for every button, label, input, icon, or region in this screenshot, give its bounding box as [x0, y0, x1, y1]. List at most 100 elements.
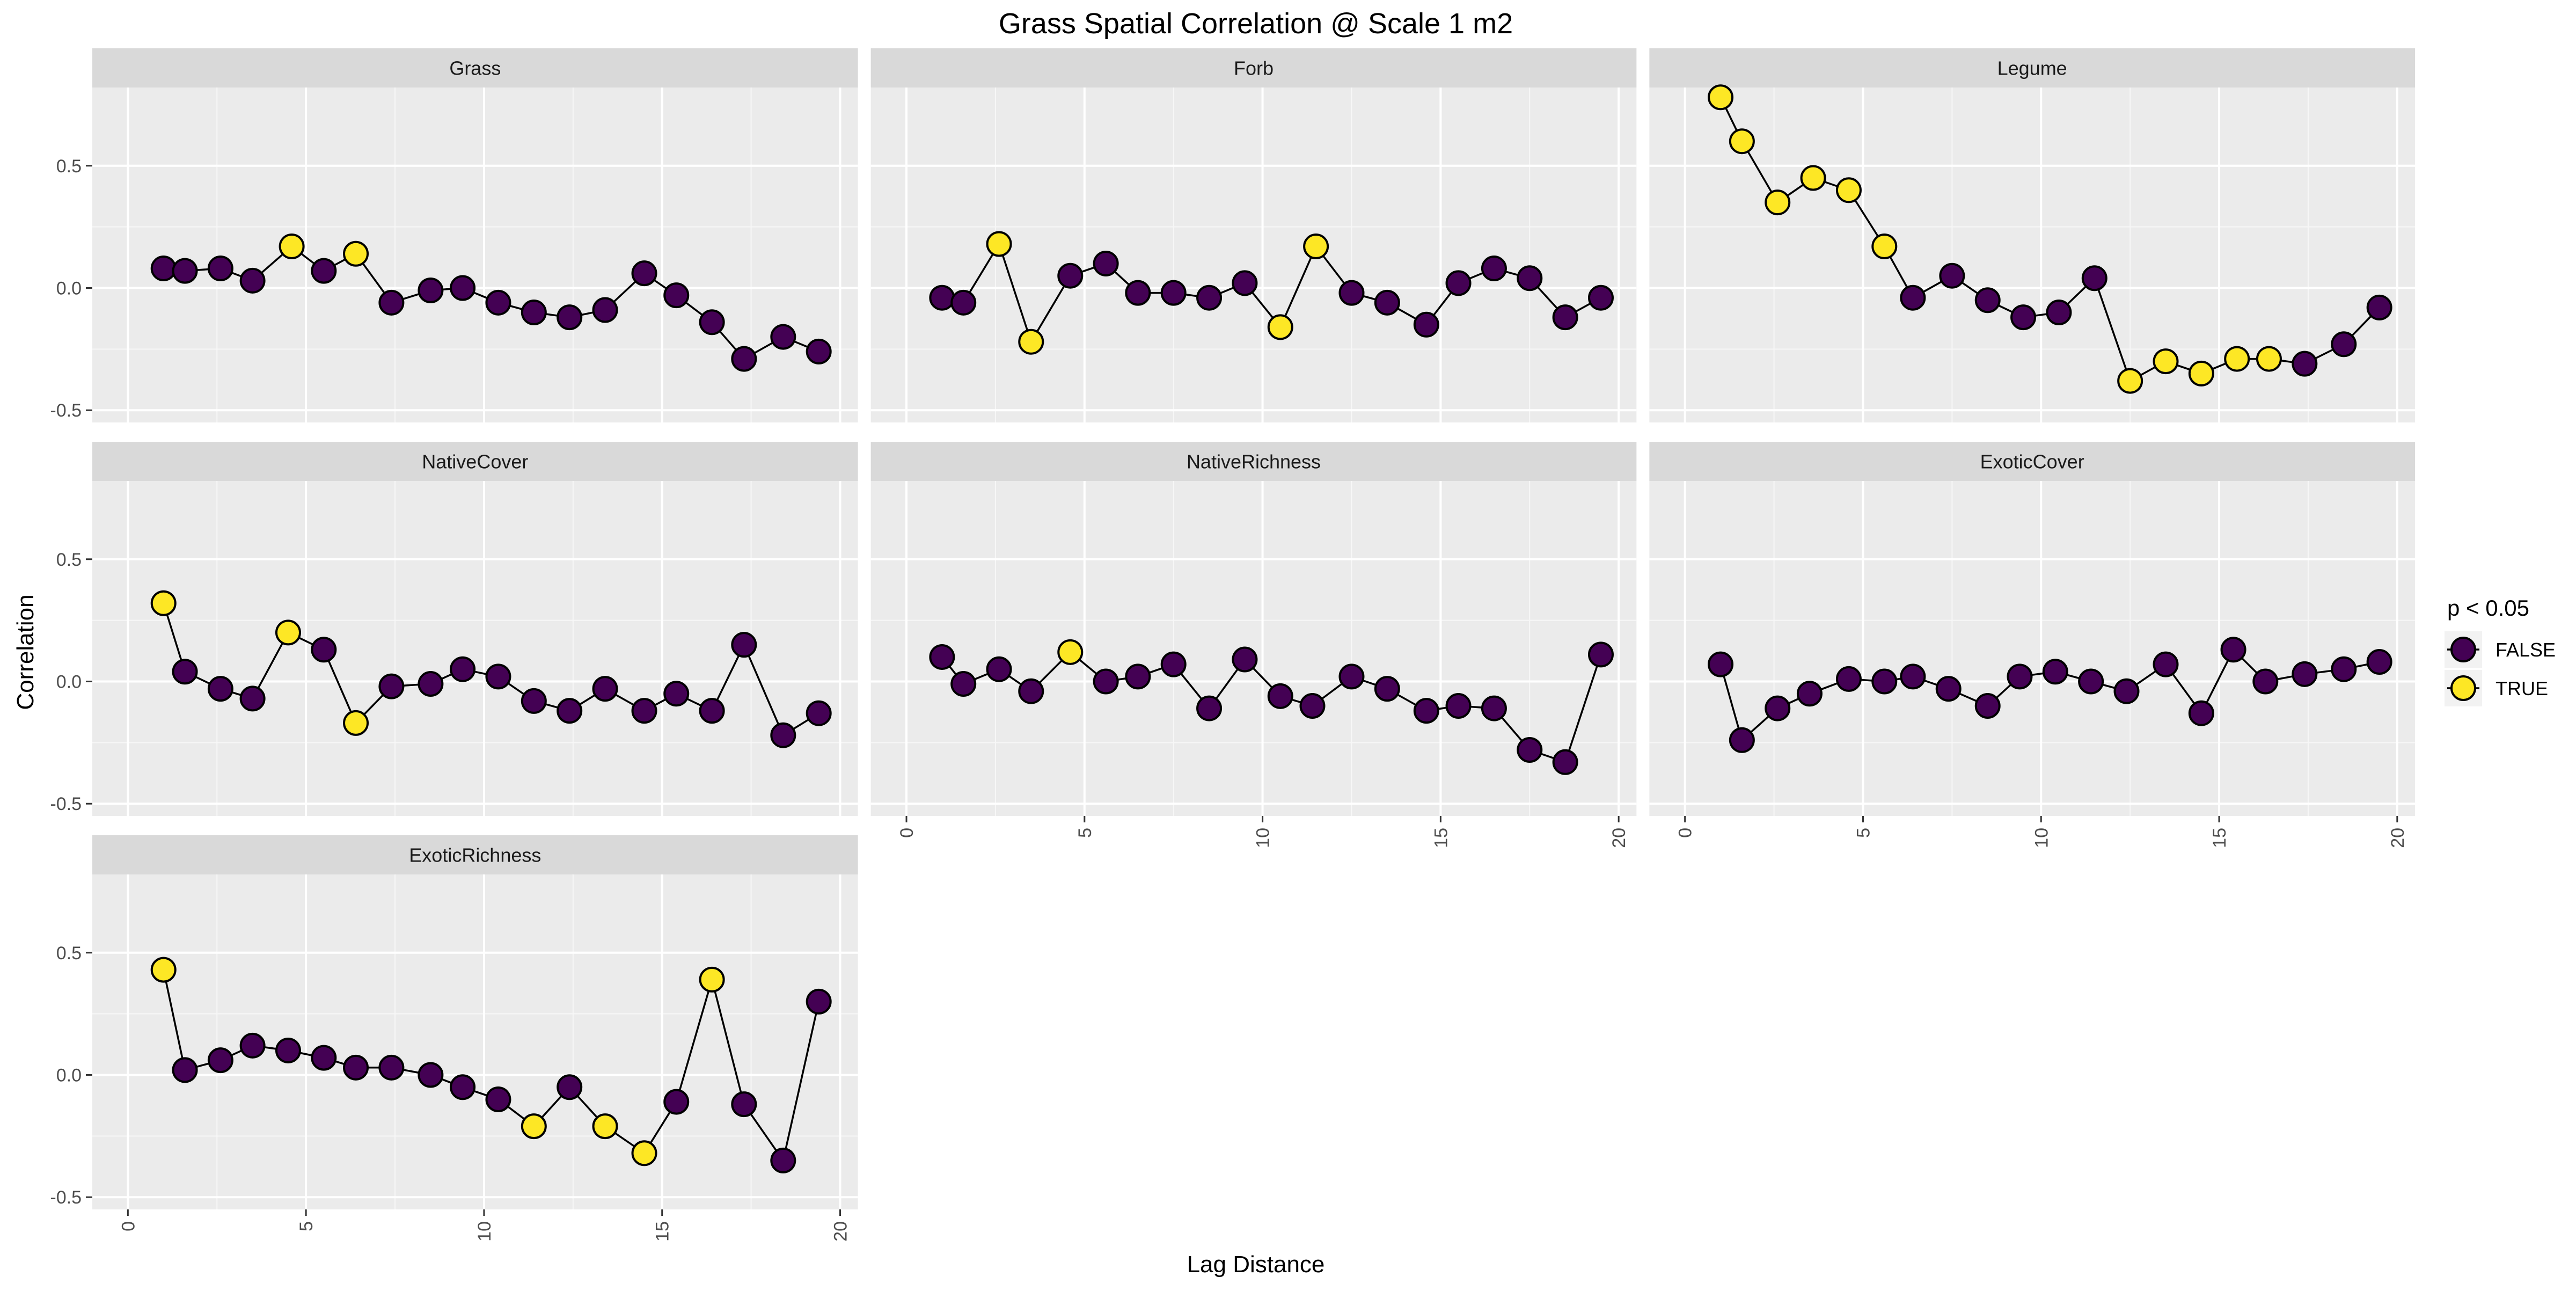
facet-panel: NativeCover -0.5 0.0 0.5 — [50, 442, 858, 816]
x-tick-label: 20 — [2388, 828, 2408, 848]
data-point — [2153, 651, 2179, 677]
data-point — [1374, 676, 1400, 702]
data-point — [275, 619, 301, 646]
data-point — [1871, 668, 1898, 695]
data-point — [418, 1062, 444, 1088]
x-tick-label: 10 — [2031, 828, 2052, 848]
facet-strip-label: Legume — [1997, 57, 2067, 79]
data-point — [1517, 265, 1543, 291]
data-point — [806, 988, 832, 1015]
facet-strip-label: NativeRichness — [1187, 451, 1321, 473]
y-tick-label: -0.5 — [50, 1187, 82, 1208]
x-tick-label: 10 — [1253, 828, 1274, 848]
data-point — [1057, 262, 1084, 289]
data-point — [418, 671, 444, 697]
data-point — [1125, 663, 1151, 690]
legend-entry: FALSE — [2445, 631, 2556, 668]
data-point — [172, 1057, 198, 1083]
facet-panel: ExoticCover 0 5 10 15 20 — [1649, 442, 2415, 848]
data-point — [207, 1047, 233, 1074]
data-point — [485, 1086, 511, 1113]
data-point — [1374, 289, 1400, 316]
data-point — [343, 710, 369, 736]
data-point — [770, 722, 796, 748]
data-point — [150, 256, 177, 282]
x-tick-label: 5 — [1075, 828, 1095, 838]
data-point — [663, 681, 690, 707]
x-tick-label: 20 — [830, 1221, 851, 1242]
facet-strip-label: Grass — [449, 57, 501, 79]
data-point — [929, 644, 955, 670]
x-tick-label: 15 — [653, 1221, 673, 1242]
facet-panel: Legume — [1649, 48, 2415, 422]
panel-background — [1649, 87, 2415, 422]
data-point — [150, 957, 177, 983]
data-point — [929, 285, 955, 311]
data-point — [2153, 348, 2179, 375]
data-point — [770, 1147, 796, 1173]
data-point — [2046, 300, 2072, 326]
data-point — [521, 300, 547, 326]
data-point — [2113, 678, 2140, 704]
x-tick-label: 15 — [1431, 828, 1451, 848]
data-point — [1125, 280, 1151, 306]
panel-background — [870, 481, 1637, 816]
data-point — [2078, 668, 2104, 695]
data-point — [311, 637, 337, 663]
data-point — [1338, 663, 1365, 690]
data-point — [699, 966, 725, 993]
data-point — [806, 338, 832, 364]
data-point — [631, 260, 657, 287]
data-point — [2042, 659, 2068, 685]
data-point — [2188, 700, 2214, 726]
legend-entry-label: TRUE — [2496, 677, 2548, 699]
y-tick-label: 0.5 — [56, 156, 82, 177]
data-point — [418, 278, 444, 304]
data-point — [2366, 649, 2392, 675]
data-point — [239, 1032, 266, 1059]
x-tick-label: 20 — [1609, 828, 1629, 848]
data-point — [1267, 314, 1293, 340]
data-point — [806, 700, 832, 726]
data-point — [1445, 693, 1472, 719]
data-point — [1587, 285, 1614, 311]
data-point — [1935, 676, 1962, 702]
data-point — [1196, 285, 1223, 311]
data-point — [1481, 695, 1507, 721]
data-point — [1413, 698, 1439, 724]
data-point — [986, 656, 1012, 682]
legend-entry-label: FALSE — [2496, 639, 2556, 661]
data-point — [275, 1037, 301, 1063]
data-point — [950, 671, 977, 697]
data-point — [343, 1054, 369, 1081]
y-tick-label: 0.5 — [56, 550, 82, 570]
x-tick-label: 0 — [118, 1221, 138, 1231]
facet-strip-label: Forb — [1234, 57, 1274, 79]
legend: p < 0.05 FALSE TRUE — [2445, 595, 2556, 706]
facet-strip — [870, 48, 1637, 87]
data-point — [378, 289, 405, 316]
y-tick-label: -0.5 — [50, 794, 82, 814]
data-point — [2220, 637, 2246, 663]
y-tick-label: 0.0 — [56, 278, 82, 298]
data-point — [311, 1045, 337, 1071]
data-point — [1018, 329, 1044, 355]
data-point — [592, 297, 618, 323]
data-point — [311, 258, 337, 284]
x-tick-label: 15 — [2209, 828, 2230, 848]
data-point — [2007, 663, 2033, 690]
data-point — [631, 698, 657, 724]
data-point — [2292, 351, 2318, 377]
facet-strip — [1649, 442, 2415, 481]
data-point — [950, 289, 977, 316]
data-point — [2292, 661, 2318, 687]
data-point — [1974, 287, 2001, 313]
data-point — [239, 267, 266, 294]
data-point — [1057, 639, 1084, 665]
data-point — [485, 663, 511, 690]
data-point — [1299, 693, 1326, 719]
data-point — [521, 688, 547, 714]
legend-key-marker — [2450, 637, 2476, 662]
legend-entries: FALSE TRUE — [2445, 631, 2556, 706]
